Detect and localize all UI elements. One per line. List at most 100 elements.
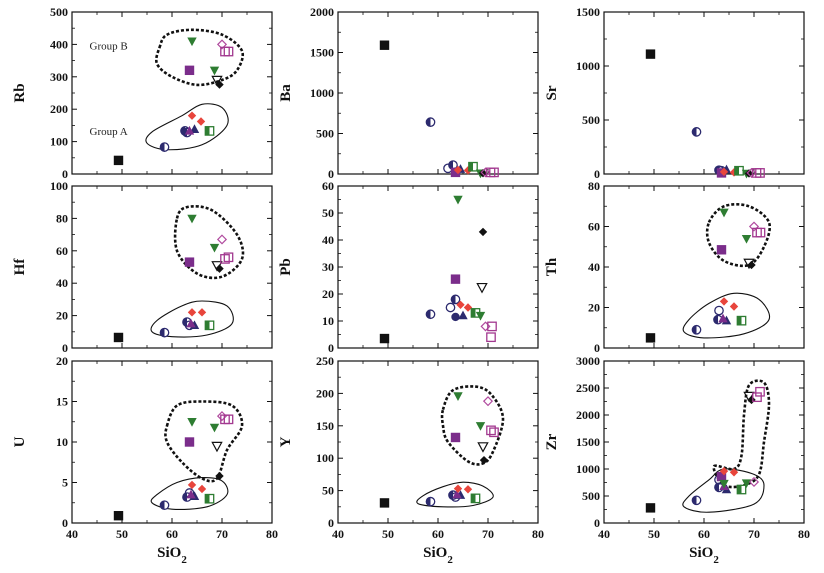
- y-tick-label: 200: [316, 386, 334, 400]
- panel-y: 0 50 100 150 200 250 40 50 60 70 80 Y SiO2: [278, 354, 544, 566]
- data-point: [478, 227, 488, 237]
- group-outline-dashed: [154, 28, 245, 87]
- y-tick-label: 1000: [576, 59, 600, 73]
- x-tick-label: 40: [598, 527, 610, 541]
- data-point: [741, 234, 752, 244]
- data-point: [159, 327, 170, 338]
- data-point: [223, 414, 234, 425]
- data-point-fill: [160, 142, 165, 152]
- data-point: [452, 489, 462, 499]
- data-point: [718, 313, 728, 323]
- data-point-fill: [471, 308, 476, 318]
- group-outline-solid: [682, 292, 771, 339]
- data-point: [747, 260, 756, 270]
- y-tick-label: 50: [322, 484, 334, 498]
- data-point: [215, 80, 224, 89]
- panel-pb: 0 10 20 30 40 50 60 Pb: [278, 179, 539, 355]
- data-point: [216, 234, 228, 245]
- y-tick-label: 1000: [576, 462, 600, 476]
- data-point: [486, 332, 496, 343]
- x-tick-label: 80: [532, 527, 544, 541]
- y-tick-label: 60: [56, 244, 68, 258]
- panel-u: 0 5 10 15 20 40 50 60 70 80 U SiO2: [12, 354, 278, 566]
- data-point: [691, 127, 702, 137]
- data-point: [691, 495, 702, 506]
- data-point: [197, 484, 207, 494]
- y-tick-label: 0: [594, 516, 600, 530]
- y-tick-label: 500: [316, 127, 334, 141]
- x-tick-label: 70: [482, 527, 494, 541]
- group-outline-solid: [150, 477, 229, 511]
- x-axis-label-subscript: 2: [713, 554, 719, 566]
- data-point: [480, 167, 491, 178]
- data-point: [463, 303, 473, 312]
- y-tick-label: 30: [322, 260, 334, 274]
- data-point-fill: [451, 295, 456, 304]
- data-point: [645, 333, 656, 343]
- y-tick-label: 500: [582, 489, 600, 503]
- data-point: [220, 414, 230, 425]
- panel-ba: 0 500 1000 1500 2000 Ba: [278, 5, 539, 181]
- y-axis-label: Y: [278, 436, 294, 447]
- data-point-fill: [692, 496, 697, 505]
- y-tick-label: 500: [50, 5, 68, 19]
- y-tick-label: 50: [322, 206, 334, 220]
- data-point: [425, 496, 436, 507]
- data-point: [211, 441, 223, 453]
- plot-frame: [337, 185, 539, 349]
- y-tick-label: 500: [582, 113, 600, 127]
- data-point: [379, 40, 390, 50]
- data-point: [741, 479, 752, 489]
- y-tick-label: 1500: [310, 46, 334, 60]
- y-tick-label: 0: [328, 341, 334, 355]
- data-point: [453, 484, 463, 493]
- y-tick-label: 0: [328, 516, 334, 530]
- group-outline-solid: [416, 481, 494, 508]
- y-tick-label: 100: [50, 135, 68, 149]
- data-point-fill: [734, 166, 739, 175]
- data-point: [645, 503, 656, 513]
- y-tick-label: 20: [56, 354, 68, 368]
- data-point: [197, 308, 207, 317]
- x-tick-label: 60: [698, 527, 710, 541]
- y-tick-label: 250: [316, 354, 334, 368]
- data-point: [747, 395, 756, 405]
- panel-hf: 0 20 40 60 80 100 Hf: [12, 179, 273, 355]
- plot-frame: [603, 360, 805, 524]
- y-tick-label: 1500: [576, 5, 600, 19]
- data-point: [475, 311, 486, 321]
- data-point: [223, 252, 234, 263]
- y-axis-label: Rb: [12, 83, 28, 102]
- x-tick-label: 50: [116, 527, 128, 541]
- data-point: [184, 125, 195, 135]
- data-point: [736, 315, 747, 326]
- data-point: [113, 332, 124, 343]
- data-point: [479, 455, 489, 465]
- data-point-fill: [468, 162, 473, 171]
- panel-rb: 0 100 200 300 400 500 Rb Group B Group A: [12, 5, 273, 181]
- data-point: [223, 46, 234, 57]
- data-point-fill: [737, 316, 742, 325]
- panel-th: 0 20 40 60 80 Th: [544, 179, 805, 355]
- y-tick-label: 0: [62, 341, 68, 355]
- plot-frame: [603, 185, 805, 349]
- data-point: [482, 396, 494, 407]
- data-point: [209, 66, 220, 76]
- data-point-fill: [713, 315, 718, 324]
- data-point: [487, 321, 497, 332]
- y-tick-label: 5: [62, 476, 68, 490]
- data-point-fill: [160, 328, 165, 337]
- data-point-fill: [160, 500, 165, 510]
- data-point: [450, 432, 461, 443]
- y-tick-label: 80: [56, 211, 68, 225]
- data-point: [744, 169, 754, 178]
- data-point: [475, 422, 486, 431]
- y-tick-label: 10: [322, 314, 334, 328]
- group-annotation: Group B: [90, 40, 128, 52]
- data-point: [470, 493, 481, 504]
- data-point: [458, 310, 468, 320]
- y-tick-label: 400: [50, 37, 68, 51]
- data-point: [736, 484, 747, 495]
- group-outline-solid: [150, 300, 234, 338]
